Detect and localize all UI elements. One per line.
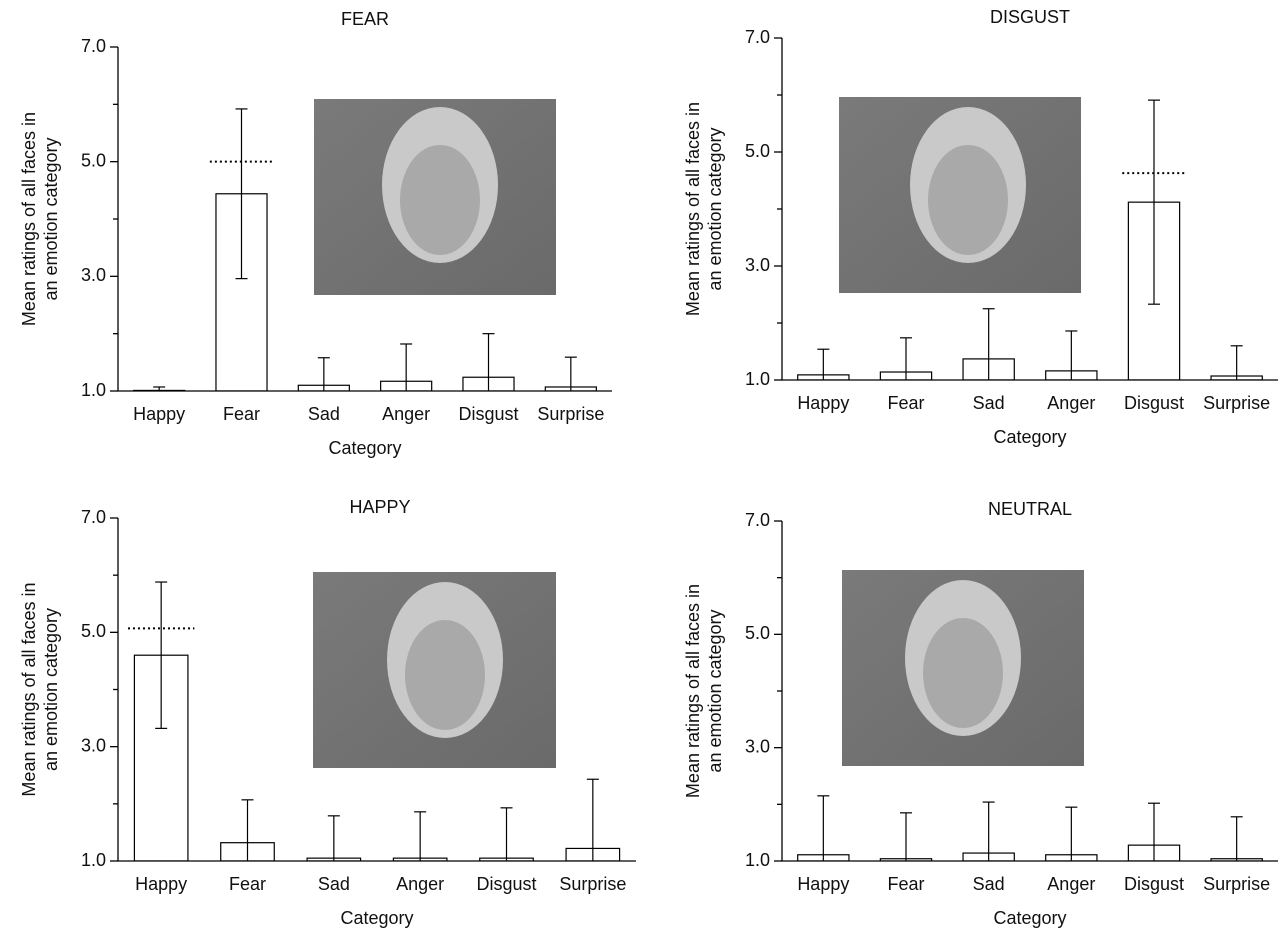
error-bar [817,348,830,380]
x-tick-label: Sad [308,404,340,424]
x-tick-label: Fear [887,874,924,894]
plot [797,795,1263,861]
y-tick-label: 7.0 [81,36,106,56]
x-tick-label: Surprise [537,404,604,424]
y-axis-label: Mean ratings of all faces in [683,584,703,798]
x-tick-label: Disgust [1124,393,1184,413]
chart-title: NEUTRAL [988,499,1072,519]
x-tick-label: Disgust [458,404,518,424]
plot [133,108,597,391]
x-tick-label: Happy [797,393,849,413]
x-axis-label: Category [993,908,1066,928]
x-tick-label: Happy [133,404,185,424]
error-bar [482,333,495,391]
error-bar [1230,816,1243,861]
error-bar [982,308,995,380]
y-tick-label: 3.0 [81,735,106,755]
y-axis-label: Mean ratings of all faces in [19,582,39,796]
error-bar [241,799,254,861]
y-axis-label: an emotion category [705,127,725,290]
y-tick-label: 1.0 [745,850,770,870]
error-bar [1230,345,1243,380]
x-tick-label: Happy [797,874,849,894]
axes [781,521,1278,862]
chart-title: FEAR [341,9,389,29]
x-tick-label: Anger [396,874,444,894]
y-tick-label: 5.0 [81,150,106,170]
axes [117,518,636,862]
plot [797,99,1263,380]
y-axis-label: Mean ratings of all faces in [683,102,703,316]
x-axis-label: Category [340,908,413,928]
y-tick-label: 7.0 [81,507,106,527]
x-tick-label: Disgust [1124,874,1184,894]
x-tick-label: Anger [1047,874,1095,894]
error-bar [817,795,830,861]
error-bar [500,807,513,861]
x-tick-label: Surprise [1203,874,1270,894]
y-tick-label: 7.0 [745,27,770,47]
x-tick-label: Anger [382,404,430,424]
chart-title: HAPPY [349,497,410,517]
x-tick-label: Happy [135,874,187,894]
error-bar [1148,99,1160,305]
error-bar [155,581,168,729]
error-bar [586,778,599,861]
y-tick-label: 5.0 [745,141,770,161]
x-tick-label: Fear [229,874,266,894]
y-axis-label: an emotion category [41,137,61,300]
x-axis-label: Category [328,438,401,458]
y-tick-label: 3.0 [81,265,106,285]
x-tick-label: Disgust [476,874,536,894]
error-bar [414,811,427,861]
error-bar [327,815,340,861]
y-tick-label: 1.0 [81,850,106,870]
x-tick-label: Surprise [559,874,626,894]
error-bar [982,801,995,861]
error-bar [400,343,413,391]
axes [781,38,1278,381]
x-axis-label: Category [993,427,1066,447]
y-tick-label: 1.0 [81,380,106,400]
error-bar [900,812,912,861]
error-bar [1148,802,1160,861]
photo-neutral [842,570,1084,766]
x-tick-label: Sad [973,393,1005,413]
chart-title: DISGUST [990,7,1070,27]
x-tick-label: Fear [223,404,260,424]
photo-fear [314,99,556,295]
photo-happy [313,572,556,768]
y-axis-label: an emotion category [41,608,61,771]
x-tick-label: Anger [1047,393,1095,413]
y-axis-label: Mean ratings of all faces in [19,112,39,326]
error-bar [1065,330,1078,380]
x-tick-label: Sad [318,874,350,894]
y-axis-label: an emotion category [705,609,725,772]
y-tick-label: 1.0 [745,369,770,389]
x-tick-label: Sad [973,874,1005,894]
error-bar [1065,806,1078,861]
y-tick-label: 3.0 [745,255,770,275]
error-bar [235,108,248,280]
y-tick-label: 3.0 [745,736,770,756]
error-bar [317,357,330,391]
y-tick-label: 7.0 [745,510,770,530]
photo-disgust [839,97,1081,293]
y-tick-label: 5.0 [745,623,770,643]
error-bar [900,337,912,380]
x-tick-label: Surprise [1203,393,1270,413]
error-bar [564,356,577,391]
x-tick-label: Fear [887,393,924,413]
y-tick-label: 5.0 [81,621,106,641]
axes [117,47,612,392]
